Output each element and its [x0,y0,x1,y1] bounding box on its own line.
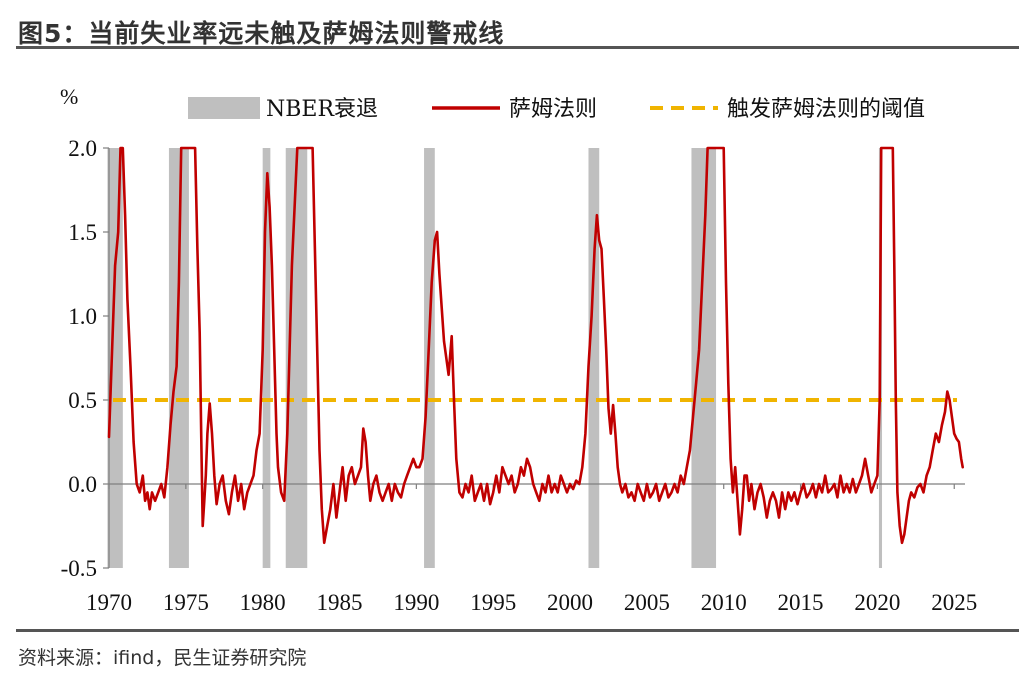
legend-swatch-recession [188,97,260,119]
y-tick-label: 2.0 [68,136,97,161]
x-tick-label: 2010 [701,590,747,615]
series-layer [107,146,964,545]
recession-band [262,148,271,568]
legend-label-sahm: 萨姆法则 [509,97,597,122]
recession-band [588,148,600,568]
recession-band [168,148,189,568]
x-tick-label: 1990 [393,590,439,615]
source-note: 资料来源：ifind，民生证券研究院 [18,647,307,669]
legend: NBER衰退 萨姆法则 触发萨姆法则的阈值 [188,97,925,122]
x-tick-label: 1975 [163,590,209,615]
y-tick-label: 1.0 [68,304,97,329]
chart-title: 图5：当前失业率远未触及萨姆法则警戒线 [18,19,505,48]
y-tick-label: 1.5 [68,220,97,245]
x-tick-label: 1985 [317,590,363,615]
x-tick-label: 2000 [547,590,593,615]
footer-divider [16,629,1019,632]
recession-band [691,148,717,568]
sahm-rule-line [107,146,964,545]
x-tick-label: 2015 [778,590,824,615]
x-tick-label: 1995 [470,590,516,615]
recession-band [107,148,123,568]
legend-label-threshold: 触发萨姆法则的阈值 [727,97,925,122]
title-divider [16,46,1019,49]
recession-band [285,148,308,568]
x-tick-label: 2005 [624,590,670,615]
y-unit-label: % [60,84,78,109]
y-tick-label: -0.5 [61,556,97,581]
legend-label-recession: NBER衰退 [266,97,378,122]
x-tick-label: 1970 [86,590,132,615]
y-tick-label: 0.5 [68,388,97,413]
x-tick-label: 2020 [854,590,900,615]
x-tick-label: 1980 [240,590,286,615]
axes: -0.5 0.0 0.5 1.0 1.5 2.0 1970 1975 1980 1985 1990 1… [61,136,978,615]
y-tick-label: 0.0 [68,472,97,497]
x-tick-label: 2025 [931,590,977,615]
